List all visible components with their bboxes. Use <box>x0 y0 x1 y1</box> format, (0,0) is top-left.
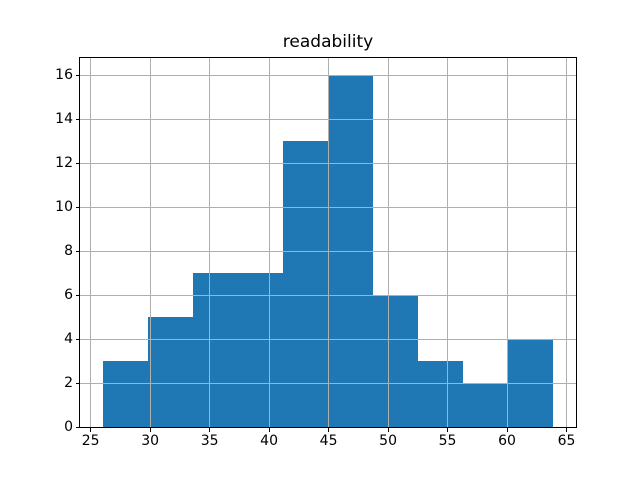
x-tick-mark <box>506 428 508 432</box>
gridline-horizontal <box>80 250 576 252</box>
gridline-vertical <box>328 57 330 428</box>
x-tick-mark <box>387 428 389 432</box>
histogram-bar <box>147 317 193 428</box>
x-tick-label: 50 <box>379 433 397 450</box>
chart-title: readability <box>282 32 374 52</box>
y-tick-label: 4 <box>64 330 73 347</box>
gridline-vertical <box>387 57 389 428</box>
x-tick-mark <box>209 428 211 432</box>
x-tick-mark <box>149 428 151 432</box>
y-tick-label: 12 <box>55 154 73 171</box>
x-tick-label: 40 <box>260 433 278 450</box>
gridline-vertical <box>209 57 211 428</box>
y-tick-mark <box>75 294 79 296</box>
gridline-horizontal <box>80 294 576 296</box>
y-tick-mark <box>75 206 79 208</box>
x-tick-label: 35 <box>200 433 219 450</box>
histogram-bar <box>237 273 283 428</box>
gridline-horizontal <box>80 118 576 120</box>
histogram-bar <box>463 383 509 428</box>
gridline-horizontal <box>80 206 576 208</box>
x-tick-mark <box>447 428 449 432</box>
y-tick-label: 2 <box>64 374 73 391</box>
histogram-bar <box>282 141 328 428</box>
y-tick-mark <box>75 338 79 340</box>
y-tick-label: 0 <box>64 418 73 435</box>
histogram-bar <box>373 295 419 428</box>
x-tick-label: 60 <box>498 433 516 450</box>
histogram-bar <box>102 361 148 428</box>
y-tick-mark <box>75 250 79 252</box>
y-tick-mark <box>75 118 79 120</box>
gridline-vertical <box>447 57 449 428</box>
gridline-horizontal <box>80 74 576 76</box>
gridline-vertical <box>506 57 508 428</box>
x-tick-label: 65 <box>557 433 576 450</box>
y-tick-mark <box>75 162 79 164</box>
gridline-horizontal <box>80 162 576 164</box>
gridline-horizontal <box>80 382 576 384</box>
gridline-horizontal <box>80 338 576 340</box>
histogram-bar <box>192 273 238 428</box>
x-tick-mark <box>90 428 92 432</box>
histogram-bar <box>418 361 464 428</box>
x-tick-label: 30 <box>141 433 160 450</box>
y-tick-label: 16 <box>55 66 73 83</box>
x-tick-label: 45 <box>319 433 338 450</box>
gridline-horizontal <box>80 426 576 428</box>
plot-area <box>79 56 577 429</box>
y-tick-mark <box>75 74 79 76</box>
y-tick-mark <box>75 382 79 384</box>
y-tick-label: 10 <box>55 198 73 215</box>
y-tick-label: 8 <box>64 242 73 259</box>
gridline-vertical <box>566 57 568 428</box>
x-tick-mark <box>328 428 330 432</box>
y-tick-label: 6 <box>64 286 73 303</box>
x-tick-mark <box>268 428 270 432</box>
x-tick-label: 55 <box>438 433 457 450</box>
x-tick-label: 25 <box>81 433 100 450</box>
y-tick-mark <box>75 426 79 428</box>
gridline-vertical <box>268 57 270 428</box>
y-tick-label: 14 <box>55 110 73 127</box>
x-tick-mark <box>566 428 568 432</box>
gridline-vertical <box>90 57 92 428</box>
grid-layer <box>80 57 576 428</box>
gridline-vertical <box>149 57 151 428</box>
